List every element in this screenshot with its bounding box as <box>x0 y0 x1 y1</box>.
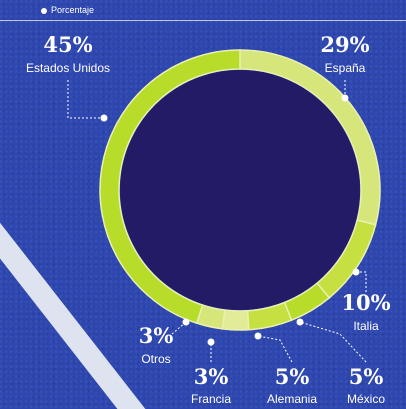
leader-dot-méxico <box>296 318 304 326</box>
category-label-alemania: Alemania <box>267 392 317 406</box>
data-label-francia: 3% <box>194 364 229 389</box>
legend: Porcentaje <box>0 0 406 21</box>
data-label-italia: 10% <box>341 290 390 315</box>
leader-line-otros <box>171 321 187 335</box>
category-label-francia: Francia <box>191 392 231 406</box>
category-label-italia: Italia <box>353 319 379 333</box>
leader-dot-estados-unidos <box>100 114 108 122</box>
leader-dot-españa <box>341 94 349 102</box>
legend-label: Porcentaje <box>51 5 95 15</box>
legend-marker <box>41 8 47 14</box>
category-label-otros: Otros <box>141 352 170 366</box>
leader-dot-francia <box>207 338 215 346</box>
court-line <box>0 222 146 409</box>
leader-dot-otros <box>182 318 190 326</box>
category-label-españa: España <box>325 61 366 75</box>
leader-line-méxico <box>299 321 367 363</box>
slice-estados-unidos <box>99 49 241 325</box>
data-label-estados-unidos: 45% <box>43 32 92 57</box>
slice-francia <box>221 309 250 331</box>
donut-center <box>120 70 360 310</box>
data-label-méxico: 5% <box>349 364 384 389</box>
data-label-españa: 29% <box>320 32 369 57</box>
leader-line-alemania <box>257 335 293 363</box>
leader-line-italia <box>356 271 367 292</box>
category-label-estados-unidos: Estados Unidos <box>26 61 110 75</box>
category-label-méxico: México <box>347 392 385 406</box>
leader-line-estados-unidos <box>67 80 104 119</box>
leader-dot-italia <box>352 268 360 276</box>
data-label-alemania: 5% <box>275 364 310 389</box>
leader-dot-alemania <box>254 332 262 340</box>
data-label-otros: 3% <box>139 323 174 348</box>
